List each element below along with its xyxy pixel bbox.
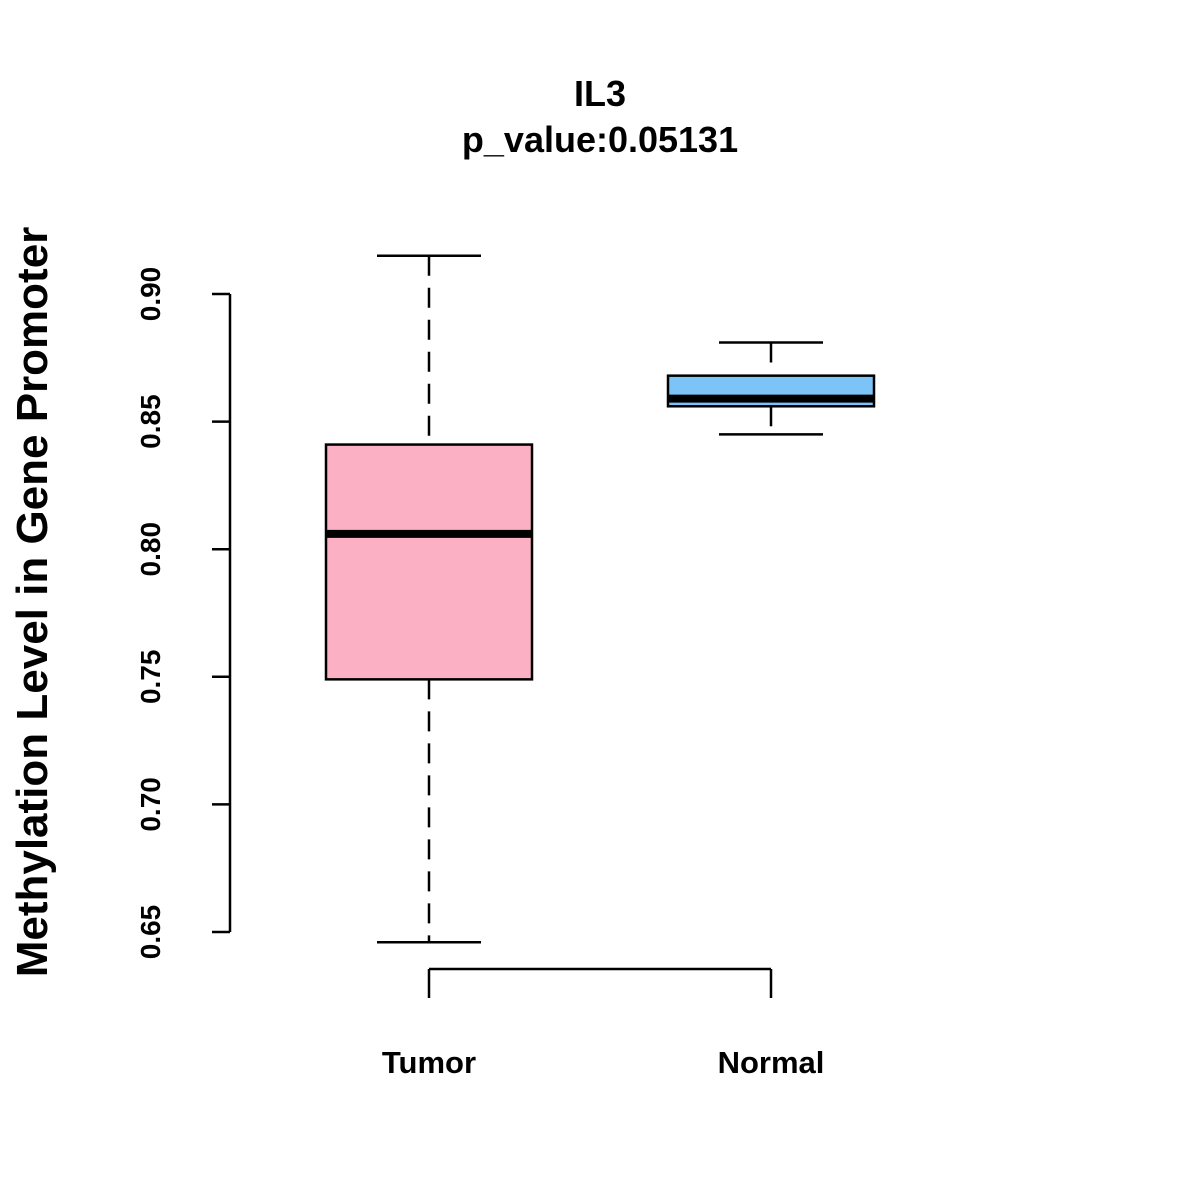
y-tick-label: 0.90 [135, 267, 166, 322]
y-tick-label: 0.65 [135, 905, 166, 960]
x-axis: Tumor Normal [382, 967, 825, 1080]
box-normal [666, 341, 876, 436]
boxes [324, 254, 876, 944]
x-tick-label-normal: Normal [718, 1045, 825, 1080]
chart-subtitle: p_value:0.05131 [462, 119, 738, 160]
y-tick-label: 0.80 [135, 522, 166, 577]
x-tick-label-tumor: Tumor [382, 1045, 476, 1080]
y-tick-label: 0.75 [135, 650, 166, 705]
y-axis: 0.65 0.70 0.75 0.80 0.85 0.90 [135, 267, 232, 960]
iqr-box [324, 443, 534, 681]
y-tick-label: 0.70 [135, 777, 166, 832]
y-tick-label: 0.85 [135, 394, 166, 449]
box-tumor [324, 254, 534, 944]
chart-title: IL3 [574, 73, 626, 114]
y-axis-label: Methylation Level in Gene Promoter [8, 227, 57, 978]
